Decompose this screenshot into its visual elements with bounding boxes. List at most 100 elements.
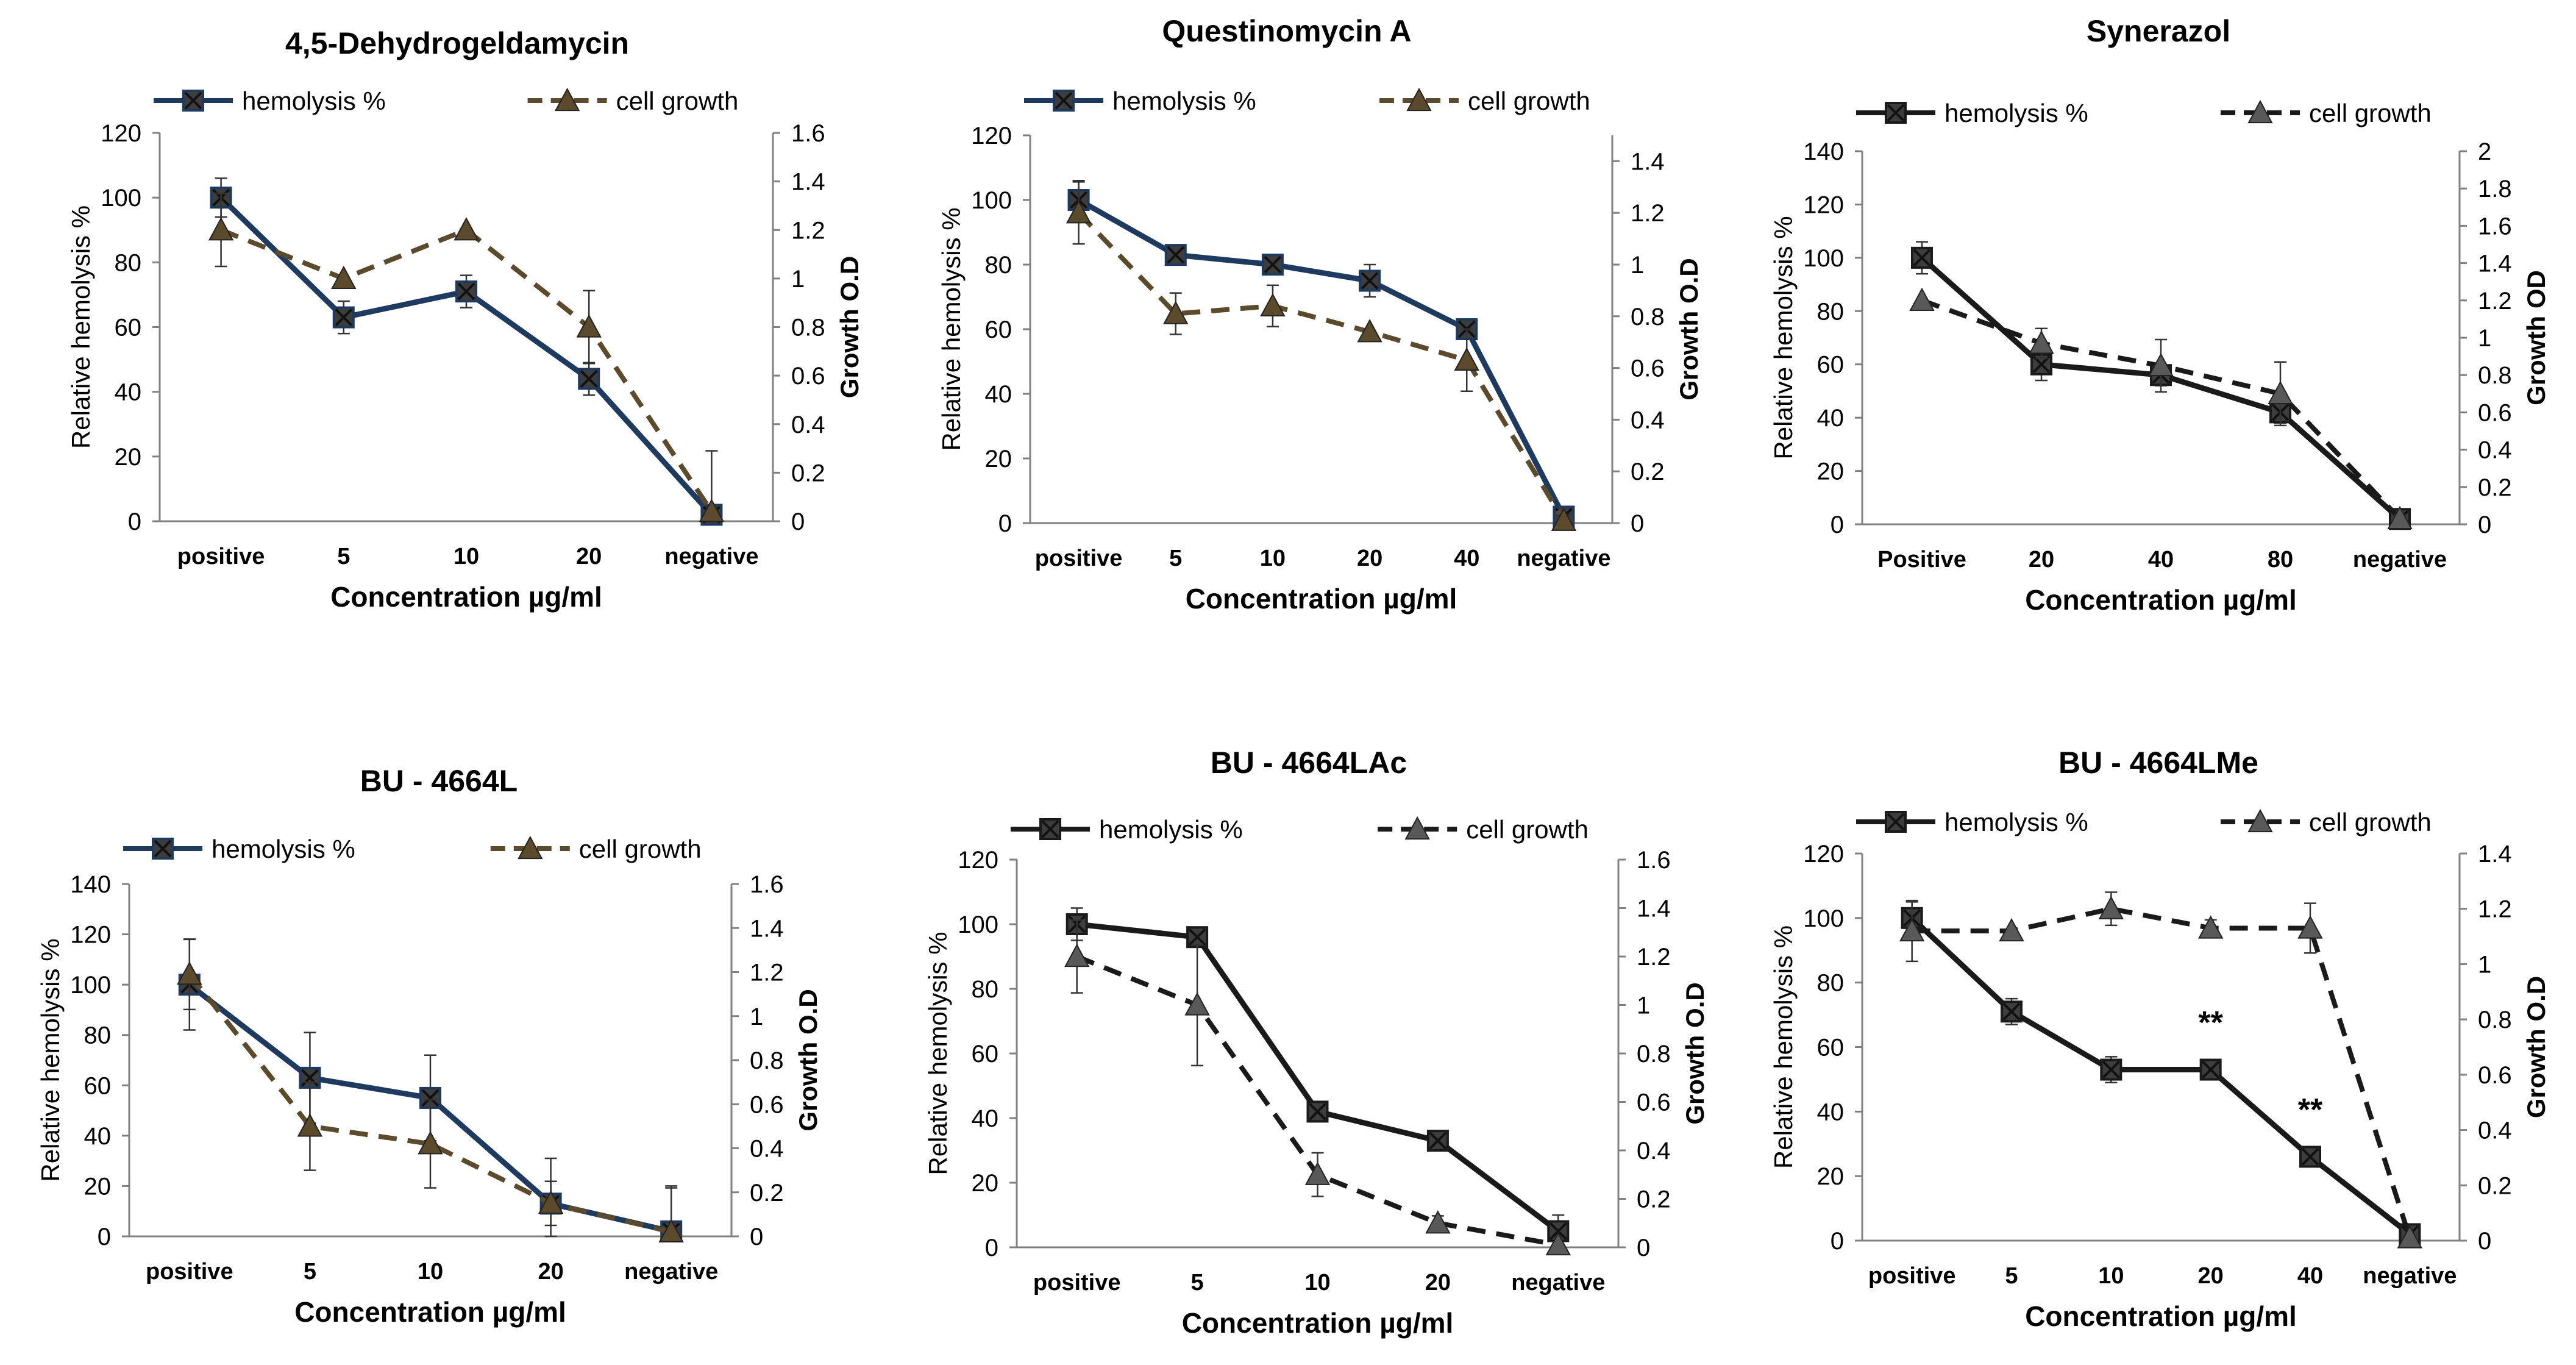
legend-swatch-marker — [2247, 99, 2273, 124]
data-point-cross — [457, 282, 475, 301]
y-tick-label: 40 — [972, 1105, 999, 1132]
legend: hemolysis % cell growth — [123, 835, 702, 863]
y2-tick-label: 0.8 — [1637, 1041, 1671, 1067]
data-point — [1066, 200, 1092, 224]
y-tick-label: 100 — [101, 185, 141, 212]
data-point-cross — [2202, 1061, 2220, 1078]
data-point — [1545, 1231, 1571, 1256]
y-tick-label: 40 — [115, 379, 142, 406]
y-tick-label: 100 — [1803, 245, 1844, 272]
x-tick-label: 20 — [1425, 1270, 1451, 1296]
y2-tick-label: 1.4 — [1631, 148, 1665, 175]
data-point — [2029, 330, 2054, 354]
data-point-cross — [2002, 1002, 2021, 1021]
legend-swatch-marker — [1406, 87, 1432, 112]
y2-tick-label: 1.4 — [2478, 251, 2512, 277]
y2-tick-label: 0.8 — [1631, 304, 1665, 330]
y2-tick-label: 0.4 — [2478, 437, 2512, 464]
data-point — [1064, 943, 1090, 968]
data-point — [454, 217, 479, 241]
chart-panel-6: BU - 4664LMe02040608010012000.20.40.60.8… — [1769, 746, 2550, 1332]
series-line — [1912, 906, 2413, 1239]
legend-swatch-marker-cross — [1887, 104, 1905, 122]
data-point — [1551, 507, 1577, 531]
data-point — [2268, 380, 2293, 404]
y-tick-label: 20 — [1817, 1163, 1845, 1190]
y-tick-label: 60 — [1817, 1035, 1845, 1061]
x-axis-label: Concentration µg/ml — [294, 1296, 566, 1328]
data-point — [538, 1190, 564, 1214]
y2-tick-label: 0 — [750, 1224, 763, 1250]
axes-frame — [1861, 854, 2461, 1242]
y2-tick-label: 0 — [2478, 1228, 2491, 1255]
data-point — [1454, 347, 1479, 371]
data-point — [418, 1131, 443, 1155]
significance-annotation: ** — [2298, 1092, 2323, 1128]
x-tick-label: negative — [1511, 1270, 1605, 1296]
y2-axis-label: Growth O.D — [794, 989, 822, 1131]
y2-tick-label: 1.6 — [2478, 213, 2512, 240]
y-tick-label: 0 — [985, 1235, 998, 1261]
y-tick-label: 0 — [1831, 511, 1844, 538]
chart-panel-3: Synerazol02040608010012014000.20.40.60.8… — [1769, 14, 2550, 616]
x-tick-label: 5 — [304, 1259, 316, 1285]
y2-tick-label: 1 — [1631, 252, 1644, 279]
y-tick-label: 20 — [115, 444, 142, 471]
legend: hemolysis % cell growth — [154, 87, 738, 115]
data-point — [1999, 918, 2024, 942]
chart-panel-4: BU - 4664L02040608010012014000.20.40.60.… — [36, 764, 822, 1328]
y-tick-label: 60 — [1817, 352, 1845, 379]
legend-label: cell growth — [616, 87, 739, 115]
y2-tick-label: 0.6 — [2478, 1062, 2512, 1089]
y2-tick-label: 0.2 — [1637, 1186, 1671, 1213]
y2-tick-label: 0 — [1637, 1235, 1650, 1261]
y-tick-label: 0 — [998, 510, 1012, 537]
significance-annotation: ** — [2198, 1005, 2223, 1041]
y-tick-label: 120 — [70, 922, 111, 949]
y-tick-label: 20 — [972, 1170, 999, 1197]
y2-axis-label: Growth O.D — [2522, 976, 2550, 1118]
data-point-cross — [421, 1089, 439, 1107]
y2-tick-label: 0.6 — [1631, 355, 1665, 382]
y2-tick-label: 0.4 — [1637, 1138, 1671, 1164]
y-tick-label: 20 — [985, 446, 1012, 472]
chart-panel-5: BU - 4664LAc02040608010012000.20.40.60.8… — [923, 746, 1709, 1339]
x-tick-label: negative — [624, 1259, 718, 1285]
data-point-cross — [1361, 272, 1379, 290]
y-axis-label: Relative hemolysis % — [1769, 925, 1798, 1169]
y2-tick-label: 1.2 — [750, 960, 784, 986]
series-cell-growth — [1064, 919, 1571, 1256]
y-tick-label: 100 — [70, 972, 111, 999]
legend-label: hemolysis % — [212, 835, 355, 863]
data-point-cross — [335, 308, 353, 326]
legend: hemolysis % cell growth — [1856, 99, 2432, 127]
data-point — [2098, 896, 2124, 919]
x-axis-label: Concentration µg/ml — [1182, 1307, 1454, 1339]
series-line — [1910, 916, 2412, 1236]
data-point — [1304, 1161, 1331, 1185]
legend-label: cell growth — [1466, 815, 1589, 844]
y2-tick-label: 1 — [791, 266, 805, 293]
data-point — [331, 265, 357, 290]
y-tick-label: 140 — [1803, 138, 1844, 165]
x-tick-label: 20 — [576, 544, 602, 569]
legend-label: hemolysis % — [1099, 815, 1243, 844]
x-tick-label: positive — [177, 544, 265, 569]
series-hemolysis — [1901, 901, 2421, 1246]
x-tick-label: 5 — [2005, 1263, 2018, 1289]
x-tick-label: 20 — [2029, 547, 2054, 572]
y2-tick-label: 0 — [1631, 510, 1644, 537]
legend-swatch-marker — [554, 87, 580, 112]
x-tick-label: negative — [2363, 1263, 2457, 1289]
legend-label: cell growth — [579, 835, 702, 863]
data-point — [1184, 992, 1210, 1016]
chart-title: 4,5-Dehydrogeldamycin — [285, 26, 629, 60]
y2-tick-label: 1 — [2478, 951, 2491, 978]
x-tick-label: 10 — [1260, 546, 1286, 571]
data-point — [2148, 352, 2174, 377]
y2-tick-label: 2 — [2478, 138, 2491, 165]
chart-title: BU - 4664L — [360, 764, 518, 798]
y2-tick-label: 0.2 — [2478, 474, 2512, 501]
x-axis-label: Concentration µg/ml — [2025, 584, 2297, 616]
chart-title: BU - 4664LMe — [2058, 746, 2258, 780]
